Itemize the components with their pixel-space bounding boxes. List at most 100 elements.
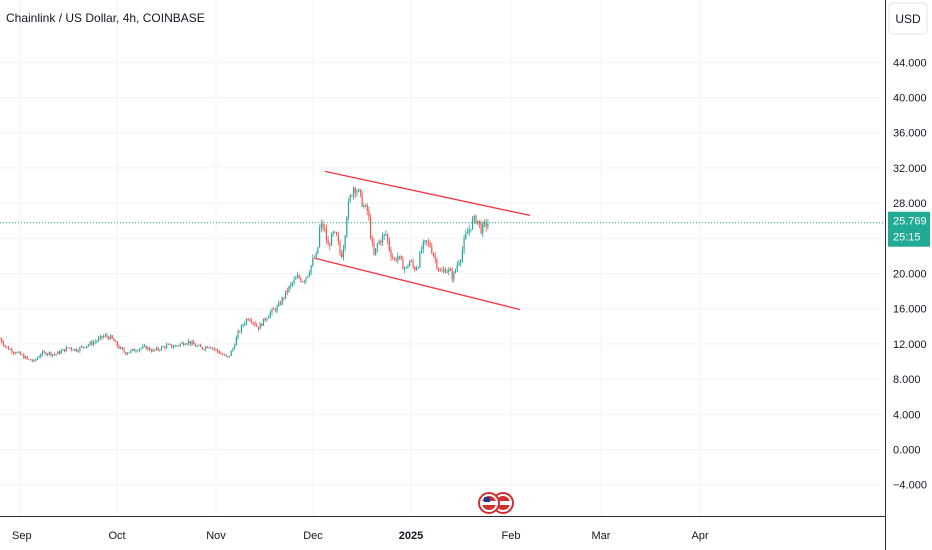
- price-tick-label: 0.000: [893, 445, 921, 457]
- candle-body: [249, 319, 251, 321]
- candle-body: [429, 242, 431, 247]
- candle-body: [392, 256, 394, 259]
- candle-body: [465, 233, 467, 239]
- candle-body: [164, 346, 166, 348]
- candle-body: [104, 335, 106, 336]
- candle-body: [55, 354, 57, 355]
- candle-body: [0, 338, 1, 340]
- candle-body: [468, 229, 470, 233]
- candle-body: [470, 229, 472, 230]
- price-tick-label: 32.000: [893, 163, 927, 175]
- candle-body: [439, 270, 441, 271]
- candle-body: [383, 234, 385, 236]
- candle-body: [274, 309, 276, 311]
- candle-body: [298, 275, 300, 279]
- price-tick-label: 8.000: [893, 374, 921, 386]
- candle-body: [109, 335, 112, 340]
- candle-body: [344, 235, 346, 249]
- candle-body: [279, 302, 282, 305]
- candle-body: [477, 220, 479, 224]
- candle-body: [296, 275, 299, 279]
- candle-body: [142, 346, 144, 349]
- candle-body: [358, 189, 360, 192]
- price-tick-label: 12.000: [893, 339, 927, 351]
- candle-body: [453, 272, 455, 280]
- candles-layer: [0, 186, 489, 363]
- candle-body: [259, 323, 261, 330]
- candle-body: [334, 231, 336, 233]
- candle-body: [312, 258, 314, 266]
- candle-body: [220, 353, 222, 355]
- candle-body: [201, 347, 203, 350]
- candle-body: [200, 345, 202, 348]
- candle-body: [288, 286, 290, 292]
- candle-body: [303, 280, 305, 283]
- candle-body: [193, 341, 195, 345]
- currency-button-label: USD: [895, 12, 921, 26]
- candle-body: [98, 338, 100, 341]
- candle-body: [351, 195, 353, 197]
- us-flag-icon[interactable]: [478, 492, 514, 514]
- candle-body: [181, 342, 183, 344]
- candle-body: [426, 240, 428, 242]
- candle-body: [125, 352, 127, 355]
- candle-body: [240, 325, 242, 332]
- candle-body: [269, 312, 271, 317]
- candle-body: [398, 255, 401, 257]
- candle-body: [397, 256, 399, 261]
- candle-body: [172, 347, 174, 348]
- candle-body: [254, 322, 256, 326]
- candle-body: [466, 232, 469, 234]
- bar-countdown: 25:15: [893, 232, 921, 244]
- candle-body: [234, 345, 236, 349]
- candle-body: [118, 346, 120, 349]
- currency-button[interactable]: USD: [888, 2, 928, 35]
- candle-body: [213, 348, 215, 350]
- trendline[interactable]: [315, 257, 521, 311]
- candle-body: [268, 316, 270, 319]
- candle-body: [371, 238, 373, 243]
- candle-body: [456, 264, 458, 270]
- candle-body: [281, 297, 283, 305]
- candle-body: [286, 290, 288, 292]
- current-price-value: 25.769: [893, 216, 927, 228]
- candle-body: [283, 297, 285, 299]
- grid-layer: [0, 0, 885, 516]
- trendlines-layer[interactable]: [315, 170, 531, 311]
- candle-body: [96, 340, 98, 342]
- candle-body: [342, 248, 344, 258]
- candle-body: [347, 201, 350, 218]
- candle-body: [89, 342, 91, 345]
- candle-body: [16, 352, 18, 354]
- candle-body: [36, 357, 38, 360]
- candle-body: [176, 345, 178, 347]
- candle-body: [441, 270, 443, 272]
- price-tick-label: 4.000: [893, 409, 921, 421]
- candle-body: [404, 267, 406, 270]
- candle-body: [421, 249, 423, 253]
- candle-body: [62, 349, 64, 351]
- candle-body: [361, 192, 363, 207]
- candle-body: [295, 278, 297, 280]
- candle-body: [480, 223, 482, 234]
- candle-body: [264, 318, 266, 321]
- candle-body: [431, 246, 433, 254]
- candle-body: [53, 354, 55, 355]
- candle-body: [293, 279, 295, 283]
- candle-body: [222, 353, 224, 355]
- candle-body: [276, 306, 278, 311]
- candle-body: [18, 351, 20, 353]
- candle-body: [475, 215, 477, 224]
- candle-body: [205, 346, 207, 350]
- price-tick-label: 20.000: [893, 269, 927, 281]
- candle-body: [155, 347, 157, 350]
- candle-body: [111, 335, 113, 339]
- candle-body: [23, 354, 25, 359]
- candle-body: [113, 338, 115, 342]
- candle-body: [393, 258, 395, 259]
- candle-body: [57, 351, 59, 355]
- candle-body: [449, 269, 452, 271]
- trendline[interactable]: [324, 170, 531, 217]
- time-tick-label: Dec: [303, 530, 323, 542]
